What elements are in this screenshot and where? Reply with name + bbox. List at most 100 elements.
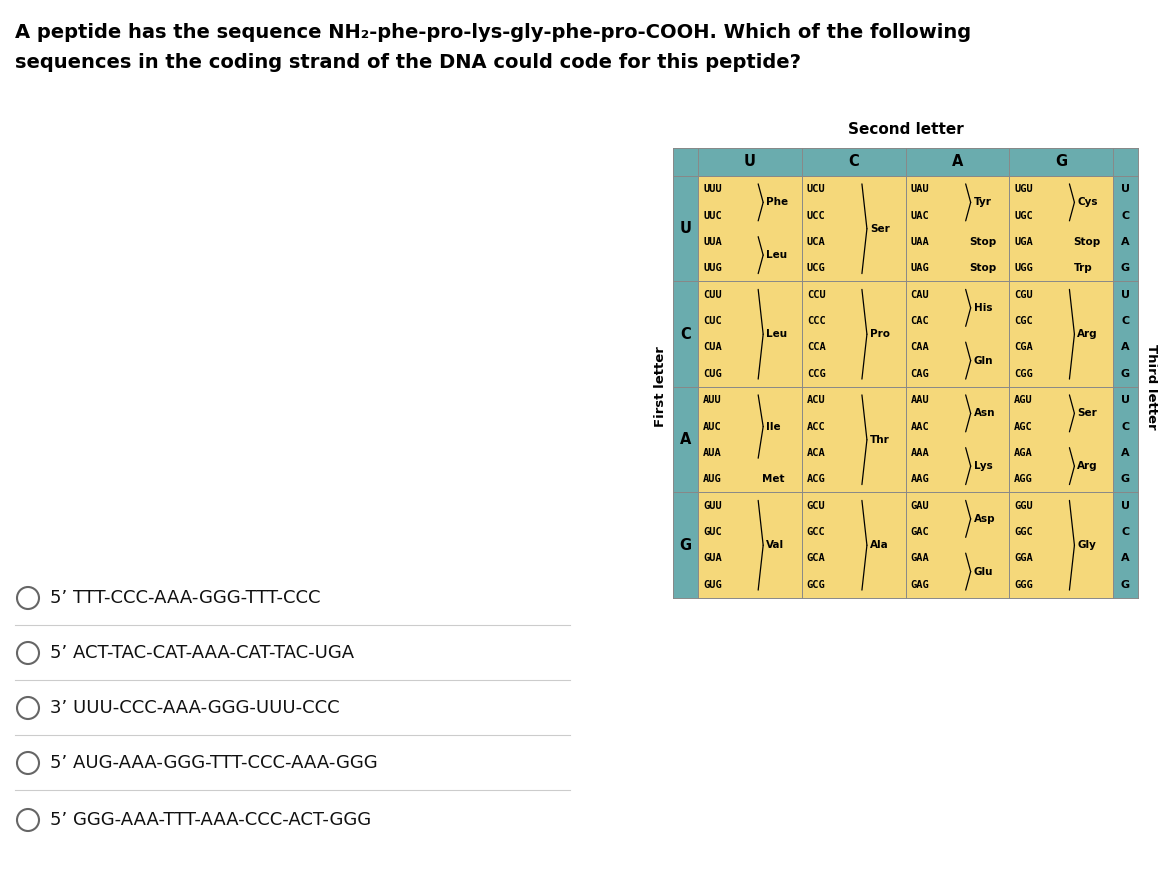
Text: Arg: Arg <box>1077 461 1098 471</box>
Text: GCU: GCU <box>807 501 826 511</box>
Text: Leu: Leu <box>767 250 787 260</box>
Text: Val: Val <box>767 540 784 550</box>
Text: Asp: Asp <box>974 514 995 524</box>
Text: U: U <box>1121 289 1130 299</box>
Bar <box>1113 281 1138 387</box>
Text: AGA: AGA <box>1014 448 1033 458</box>
Text: UUA: UUA <box>703 237 721 247</box>
Text: UCU: UCU <box>807 185 826 194</box>
Text: Lys: Lys <box>974 461 992 471</box>
Bar <box>1010 176 1113 281</box>
Text: A: A <box>1121 554 1130 564</box>
Bar <box>698 387 801 493</box>
Text: CGG: CGG <box>1014 369 1033 379</box>
Text: GUG: GUG <box>703 580 721 590</box>
Text: GUC: GUC <box>703 527 721 537</box>
Text: 3’ UUU-CCC-AAA-GGG-UUU-CCC: 3’ UUU-CCC-AAA-GGG-UUU-CCC <box>50 699 339 717</box>
Text: GAC: GAC <box>910 527 929 537</box>
Text: Leu: Leu <box>767 329 787 340</box>
Text: CAG: CAG <box>910 369 929 379</box>
Text: UAU: UAU <box>910 185 929 194</box>
Text: CGC: CGC <box>1014 316 1033 326</box>
Text: Second letter: Second letter <box>848 123 963 137</box>
Text: Ala: Ala <box>870 540 888 550</box>
Text: AAA: AAA <box>910 448 929 458</box>
Text: Cys: Cys <box>1077 197 1098 207</box>
Bar <box>801 148 906 176</box>
Bar <box>801 387 906 493</box>
Text: CAC: CAC <box>910 316 929 326</box>
Text: AAG: AAG <box>910 474 929 485</box>
Text: 5’ GGG-AAA-TTT-AAA-CCC-ACT-GGG: 5’ GGG-AAA-TTT-AAA-CCC-ACT-GGG <box>50 811 371 829</box>
Text: UGU: UGU <box>1014 185 1033 194</box>
Text: 5’ AUG-AAA-GGG-TTT-CCC-AAA-GGG: 5’ AUG-AAA-GGG-TTT-CCC-AAA-GGG <box>50 754 378 772</box>
Bar <box>906 493 1010 598</box>
Text: UGA: UGA <box>1014 237 1033 247</box>
Text: G: G <box>680 538 691 553</box>
Text: Trp: Trp <box>1073 263 1092 273</box>
Text: AAU: AAU <box>910 395 929 405</box>
Bar <box>906 281 1010 387</box>
Text: Ser: Ser <box>1077 409 1097 418</box>
Bar <box>1010 493 1113 598</box>
Text: AGG: AGG <box>1014 474 1033 485</box>
Text: AUC: AUC <box>703 421 721 432</box>
Bar <box>801 493 906 598</box>
Bar <box>698 148 801 176</box>
Text: CAA: CAA <box>910 342 929 352</box>
Text: G: G <box>1121 369 1130 379</box>
Text: GAA: GAA <box>910 554 929 564</box>
Text: C: C <box>1121 211 1129 220</box>
Text: Stop: Stop <box>969 263 997 273</box>
Bar <box>648 148 673 598</box>
Bar <box>801 281 906 387</box>
Text: G: G <box>1121 580 1130 590</box>
Bar <box>673 493 698 598</box>
Text: A: A <box>1121 342 1130 352</box>
Text: UAA: UAA <box>910 237 929 247</box>
Text: UGC: UGC <box>1014 211 1033 220</box>
Text: A peptide has the sequence NH₂-phe-pro-lys-gly-phe-pro-COOH. Which of the follow: A peptide has the sequence NH₂-phe-pro-l… <box>15 22 972 41</box>
Text: G: G <box>1055 154 1068 169</box>
Text: CUA: CUA <box>703 342 721 352</box>
Text: 5’ ACT-TAC-CAT-AAA-CAT-TAC-UGA: 5’ ACT-TAC-CAT-AAA-CAT-TAC-UGA <box>50 644 354 662</box>
Text: AUA: AUA <box>703 448 721 458</box>
Bar <box>673 281 698 387</box>
Text: UGG: UGG <box>1014 263 1033 273</box>
Text: CGU: CGU <box>1014 289 1033 299</box>
Text: Ile: Ile <box>767 421 780 432</box>
Text: C: C <box>1121 316 1129 326</box>
Text: CGA: CGA <box>1014 342 1033 352</box>
Bar <box>673 148 698 176</box>
Text: 5’ TTT-CCC-AAA-GGG-TTT-CCC: 5’ TTT-CCC-AAA-GGG-TTT-CCC <box>50 589 321 607</box>
Text: U: U <box>1121 185 1130 194</box>
Text: CCA: CCA <box>807 342 826 352</box>
Text: Arg: Arg <box>1077 329 1098 340</box>
Bar <box>801 176 906 281</box>
Text: GCA: GCA <box>807 554 826 564</box>
Text: C: C <box>1121 421 1129 432</box>
Text: Thr: Thr <box>870 435 889 444</box>
Text: U: U <box>743 154 756 169</box>
Text: ACA: ACA <box>807 448 826 458</box>
Text: GUU: GUU <box>703 501 721 511</box>
Text: Asn: Asn <box>974 409 995 418</box>
Bar <box>698 493 801 598</box>
Text: CAU: CAU <box>910 289 929 299</box>
Text: AGU: AGU <box>1014 395 1033 405</box>
Bar <box>1113 493 1138 598</box>
Text: CUC: CUC <box>703 316 721 326</box>
Text: G: G <box>1121 474 1130 485</box>
Text: GCC: GCC <box>807 527 826 537</box>
Text: AUG: AUG <box>703 474 721 485</box>
Text: CCG: CCG <box>807 369 826 379</box>
Bar <box>906 176 1010 281</box>
Text: C: C <box>849 154 859 169</box>
Text: GGG: GGG <box>1014 580 1033 590</box>
Text: A: A <box>1121 237 1130 247</box>
Bar <box>906 148 1010 176</box>
Text: CCC: CCC <box>807 316 826 326</box>
Text: Third letter: Third letter <box>1145 344 1158 430</box>
Text: UCC: UCC <box>807 211 826 220</box>
Bar <box>673 387 698 493</box>
